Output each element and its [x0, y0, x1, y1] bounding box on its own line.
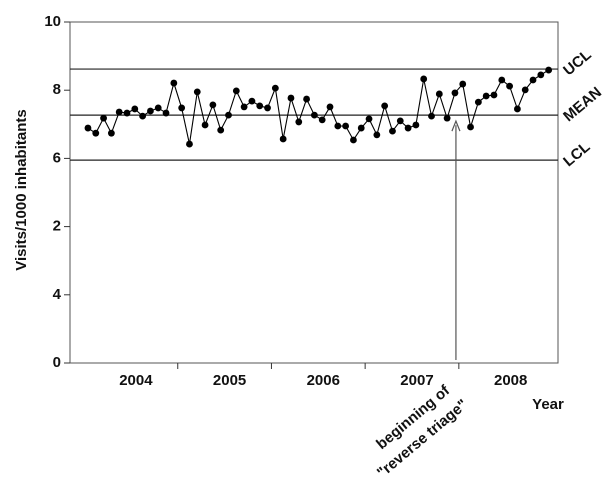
data-point	[342, 122, 350, 130]
data-point	[147, 107, 154, 115]
data-point	[170, 79, 178, 87]
y-tick-label: 4	[53, 286, 62, 303]
data-point	[482, 92, 490, 100]
y-tick-label: 2	[53, 218, 61, 235]
data-point	[545, 66, 553, 74]
data-point	[537, 71, 545, 79]
y-tick-label: 8	[53, 81, 61, 98]
data-point	[521, 86, 529, 94]
data-point	[506, 82, 513, 90]
data-point	[529, 76, 537, 84]
data-point	[225, 111, 232, 119]
data-point	[443, 114, 451, 122]
y-tick-label: 6	[53, 149, 61, 166]
data-point	[310, 111, 318, 119]
data-point	[357, 124, 365, 132]
year-label: 2007	[400, 372, 433, 389]
data-point	[459, 80, 467, 88]
data-point	[295, 118, 303, 126]
data-point	[240, 103, 248, 111]
data-point	[217, 126, 225, 134]
data-point	[248, 97, 256, 105]
data-point	[303, 95, 310, 103]
reference-label: LCL	[560, 138, 593, 170]
data-point	[350, 136, 357, 144]
data-point	[412, 121, 420, 129]
data-point	[131, 105, 139, 113]
data-point	[139, 112, 147, 120]
data-point	[334, 122, 342, 130]
reference-label: MEAN	[560, 84, 605, 125]
data-point	[209, 101, 217, 109]
data-point	[373, 131, 381, 139]
data-point	[232, 87, 240, 95]
data-point	[178, 104, 186, 112]
data-point	[100, 114, 107, 122]
y-tick-label: 10	[44, 13, 61, 30]
data-point	[115, 108, 123, 116]
data-point	[420, 75, 428, 83]
data-point	[84, 124, 92, 132]
data-point	[123, 109, 131, 117]
data-point	[513, 105, 521, 113]
data-point	[279, 135, 287, 143]
year-label: 2006	[307, 372, 340, 389]
arrow-head	[451, 119, 461, 132]
data-point	[154, 104, 162, 112]
data-point	[201, 121, 209, 129]
data-point	[381, 102, 389, 110]
data-point	[365, 115, 373, 123]
data-point	[92, 129, 100, 137]
data-point	[428, 112, 435, 120]
x-axis-title: Year	[532, 396, 564, 413]
y-axis-title: Visits/1000 inhabitants	[13, 109, 30, 270]
data-point	[287, 94, 295, 102]
data-point	[318, 116, 326, 124]
data-point	[256, 102, 264, 110]
year-label: 2005	[213, 372, 246, 389]
data-point	[498, 76, 506, 84]
data-point	[193, 88, 201, 96]
data-point	[474, 98, 482, 106]
reference-label: UCL	[560, 46, 595, 79]
data-point	[271, 84, 279, 92]
data-point	[264, 104, 271, 112]
data-point	[326, 103, 334, 111]
y-tick-label: 0	[53, 354, 61, 371]
data-point	[389, 127, 396, 135]
year-label: 2004	[119, 372, 153, 389]
data-point	[404, 124, 412, 132]
data-point	[451, 89, 459, 97]
data-point	[186, 140, 193, 148]
data-point	[107, 129, 115, 137]
year-label: 2008	[494, 372, 527, 389]
data-point	[490, 91, 498, 99]
data-point	[396, 117, 404, 125]
data-point	[435, 90, 443, 98]
data-point	[467, 123, 474, 131]
data-point	[162, 109, 170, 117]
plot-frame	[69, 21, 559, 364]
